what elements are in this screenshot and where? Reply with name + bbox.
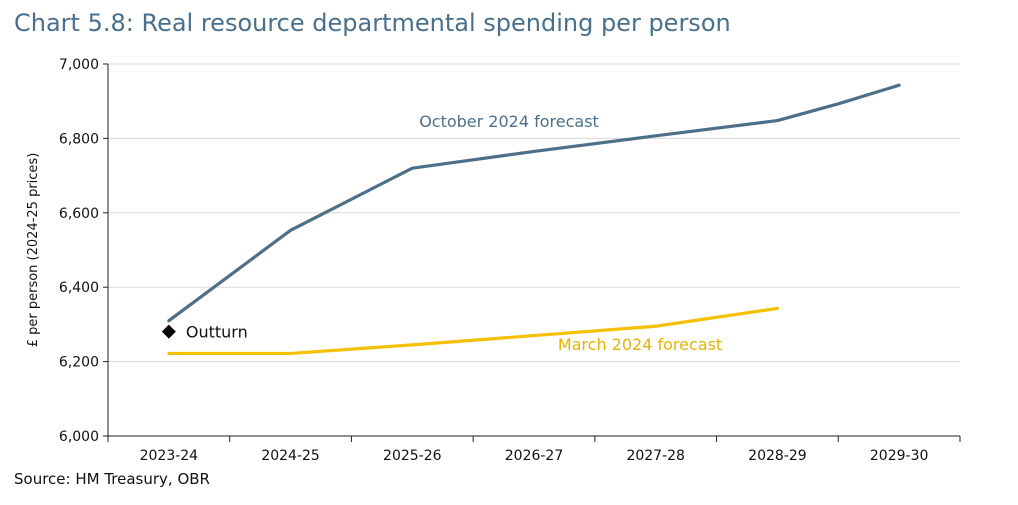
x-tick-label: 2029-30 <box>870 448 929 464</box>
x-tick-label: 2026-27 <box>505 448 564 464</box>
x-tick-label: 2027-28 <box>626 448 685 464</box>
march-forecast-line <box>167 306 780 356</box>
y-tick-label: 6,000 <box>59 429 99 445</box>
y-axis-label: £ per person (2024-25 prices) <box>26 153 41 348</box>
x-tick-label: 2025-26 <box>383 448 442 464</box>
october-forecast-line <box>167 83 901 323</box>
x-tick-label: 2023-24 <box>140 448 199 464</box>
x-tick-label: 2028-29 <box>748 448 807 464</box>
march-forecast-label: March 2024 forecast <box>558 335 722 354</box>
source-note: Source: HM Treasury, OBR <box>14 470 210 488</box>
y-tick-label: 6,400 <box>59 280 99 296</box>
y-tick-label: 6,600 <box>59 206 99 222</box>
x-tick-label: 2024-25 <box>261 448 320 464</box>
october-forecast-label: October 2024 forecast <box>419 112 599 131</box>
chart-title: Chart 5.8: Real resource departmental sp… <box>14 9 731 37</box>
outturn-marker <box>161 324 176 339</box>
outturn-label: Outturn <box>186 323 248 342</box>
y-tick-label: 6,200 <box>59 355 99 371</box>
y-tick-label: 7,000 <box>59 57 99 73</box>
y-tick-label: 6,800 <box>59 131 99 147</box>
